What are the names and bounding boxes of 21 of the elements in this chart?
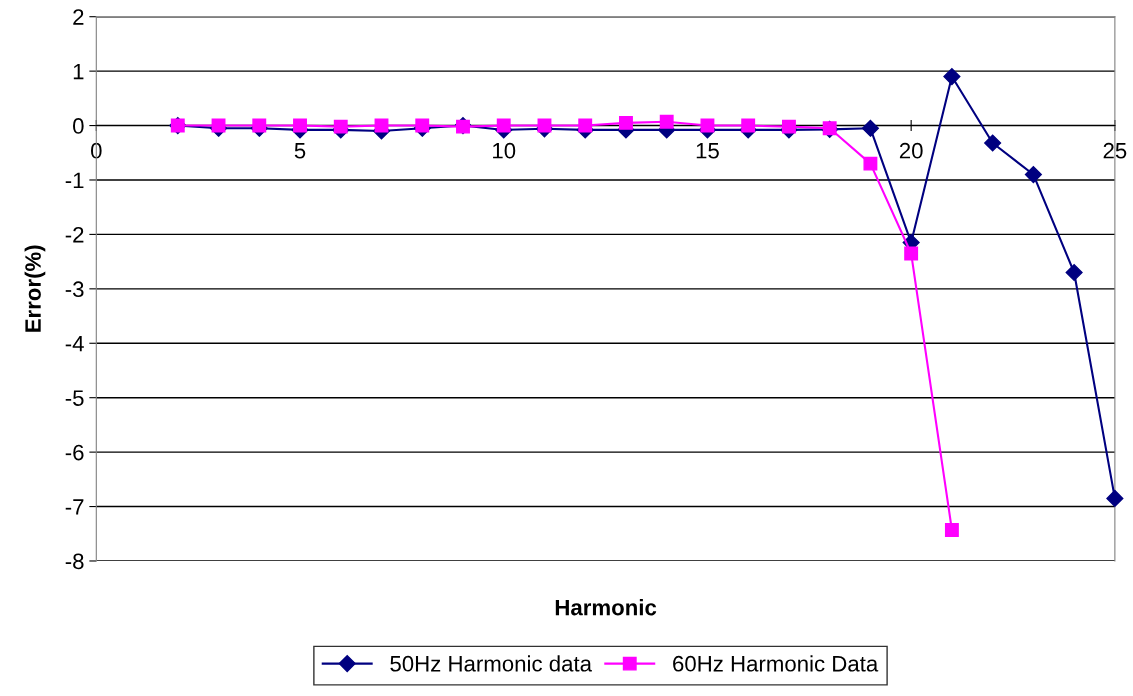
y-tick-label: 1 (73, 63, 84, 80)
x-tick-label: 25 (1103, 142, 1127, 159)
y-tick-label: -7 (65, 499, 84, 515)
x-tick-label: 15 (696, 143, 719, 159)
y-tick-label: -3 (65, 281, 84, 298)
legend-label: 60Hz Harmonic Data (673, 655, 879, 672)
x-tick-label: 20 (899, 142, 923, 159)
y-tick-label: -4 (65, 336, 84, 352)
y-tick-label: 0 (73, 118, 84, 134)
legend-label: 50Hz Harmonic data (390, 655, 592, 672)
y-tick-label: -8 (65, 553, 84, 570)
y-tick-label: -2 (65, 226, 84, 243)
y-axis-title: Error(%) (24, 245, 46, 332)
y-tick-label: -6 (65, 444, 84, 461)
y-tick-label: 2 (73, 9, 84, 25)
y-tick-label: -5 (65, 390, 84, 406)
x-tick-label: 5 (294, 143, 306, 159)
x-axis-title: Harmonic (555, 599, 657, 616)
x-tick-label: 10 (493, 142, 516, 159)
y-tick-label: -1 (65, 172, 84, 189)
x-tick-label: 0 (90, 142, 102, 159)
